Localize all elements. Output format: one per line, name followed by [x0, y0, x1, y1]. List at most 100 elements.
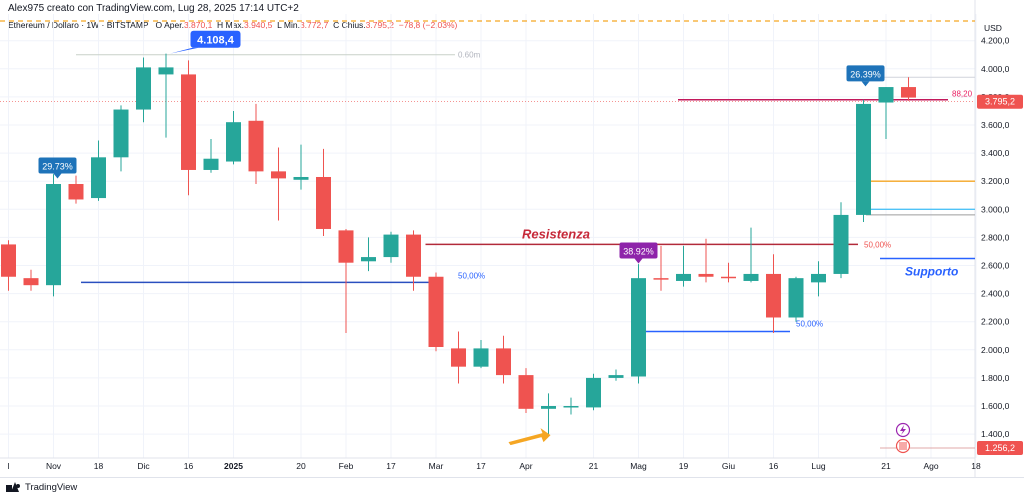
- fib-88-label: 88,20: [952, 90, 973, 99]
- time-axis-label: Apr: [519, 461, 532, 471]
- high-label: H: [217, 20, 224, 30]
- candle-body: [271, 171, 286, 179]
- support-price-tag-bg: [977, 441, 1023, 455]
- time-axis-label: Nov: [46, 461, 62, 471]
- price-axis-label: 3.000,0: [981, 204, 1010, 214]
- candle-body: [46, 184, 61, 286]
- close-value: 3.795,2: [365, 20, 395, 30]
- gain-bubble-3-label: 26.39%: [850, 69, 881, 79]
- candle-body: [833, 214, 849, 274]
- support-label: Supporto: [905, 264, 958, 278]
- gain-bubble-3-bg: [846, 65, 885, 82]
- candle-body: [518, 375, 534, 409]
- price-axis-label: 2.200,0: [981, 317, 1010, 327]
- time-axis-label: 16: [769, 461, 779, 471]
- time-axis-label: 16: [184, 461, 194, 471]
- price-axis-label: 1.600,0: [981, 401, 1010, 411]
- candle-body: [136, 67, 151, 110]
- price-axis-label: 2.800,0: [981, 232, 1010, 242]
- candle-body: [653, 278, 669, 280]
- open-prefix: Aper.: [164, 20, 184, 30]
- close-prefix: Chius.: [341, 20, 366, 30]
- candle-body: [226, 122, 241, 162]
- candle-body: [901, 87, 916, 98]
- high-marker-label: 4.108,4: [197, 35, 235, 47]
- gain-bubble-1-bg: [38, 157, 77, 174]
- candle-body: [811, 273, 826, 283]
- candle-body: [248, 120, 264, 172]
- candle-body: [496, 348, 511, 376]
- time-axis-label: Mar: [429, 461, 444, 471]
- time-axis-label: 18: [94, 461, 104, 471]
- close-label: C: [333, 20, 340, 30]
- gain-bubble-1-label: 29.73%: [42, 162, 73, 172]
- tradingview-logo-icon: [6, 482, 20, 492]
- time-axis-label: 18: [971, 461, 981, 471]
- candle-body: [608, 375, 624, 378]
- time-axis-label: 21: [589, 461, 599, 471]
- candle-body: [743, 273, 759, 281]
- gain-bubble-2-label: 38.92%: [623, 246, 654, 256]
- candle-body: [338, 230, 354, 263]
- candle-body: [541, 406, 556, 409]
- change-value: −78,8 (−2,03%): [398, 20, 458, 30]
- candle-body: [361, 257, 376, 262]
- high-marker-bg: [190, 30, 241, 48]
- fib-level-top-label: 0.60m: [458, 51, 481, 60]
- time-axis-label: Dic: [137, 461, 150, 471]
- price-axis-label: 3.400,0: [981, 148, 1010, 158]
- fib-50-label-left: 50,00%: [458, 271, 485, 280]
- price-axis-label: 3.200,0: [981, 176, 1010, 186]
- high-value: 3.940,5: [243, 20, 273, 30]
- time-axis-label: Feb: [339, 461, 354, 471]
- footer: TradingView: [6, 479, 77, 495]
- ohlc-legend: Ethereum / Dollaro · 1W · BITSTAMP O Ape…: [8, 20, 457, 30]
- low-value: 3.772,7: [299, 20, 329, 30]
- footer-brand: TradingView: [25, 481, 78, 493]
- price-axis-label: 3.600,0: [981, 120, 1010, 130]
- candle-body: [856, 103, 871, 215]
- candle-body: [586, 377, 601, 408]
- current-price-tag: 3.795,2: [985, 97, 1015, 107]
- symbol-label: Ethereum / Dollaro · 1W · BITSTAMP: [8, 20, 149, 30]
- price-axis-label: 2.600,0: [981, 261, 1010, 271]
- candle-body: [383, 234, 399, 258]
- fib-50-label-right: 50,00%: [864, 240, 891, 249]
- price-axis-label: 1.400,0: [981, 429, 1010, 439]
- candle-body: [91, 157, 106, 199]
- candle-body: [203, 158, 219, 170]
- time-axis-label: 19: [679, 461, 689, 471]
- candle-body: [428, 276, 444, 347]
- high-marker-pointer: [170, 47, 199, 54]
- open-label: O: [155, 20, 163, 30]
- candle-body: [1, 244, 16, 277]
- price-axis-label: 2.000,0: [981, 345, 1010, 355]
- time-axis-label: l: [8, 461, 10, 471]
- candle-body: [181, 74, 196, 170]
- candle-body: [721, 276, 736, 279]
- gain-bubble-2-bg: [619, 242, 658, 259]
- resistance-label: Resistenza: [522, 226, 590, 241]
- fib-50-label-mid: 50,00%: [796, 320, 823, 329]
- candle-body: [293, 176, 309, 180]
- open-value: 3.870,1: [183, 20, 213, 30]
- current-price-tag-bg: [977, 94, 1023, 109]
- lightning-glyph: [900, 425, 906, 435]
- price-axis-label: 4.200,0: [981, 36, 1010, 46]
- candle-body: [698, 273, 714, 277]
- time-axis-label: 21: [881, 461, 891, 471]
- price-axis-label: 2.400,0: [981, 289, 1010, 299]
- currency-label: USD: [984, 23, 1002, 33]
- low-arrow-icon: [508, 428, 551, 446]
- candle-body: [113, 109, 129, 158]
- gain-bubble-2-pointer: [634, 258, 643, 264]
- candle-body: [23, 278, 39, 286]
- candle-body: [451, 348, 466, 367]
- candle-body: [631, 278, 646, 377]
- time-axis-label: Ago: [923, 461, 938, 471]
- candle-body: [158, 67, 174, 75]
- chart-header: Alex975 creato con TradingView.com, Lug …: [8, 3, 299, 14]
- candle-body: [676, 273, 691, 281]
- time-axis-label: 2025: [224, 461, 243, 471]
